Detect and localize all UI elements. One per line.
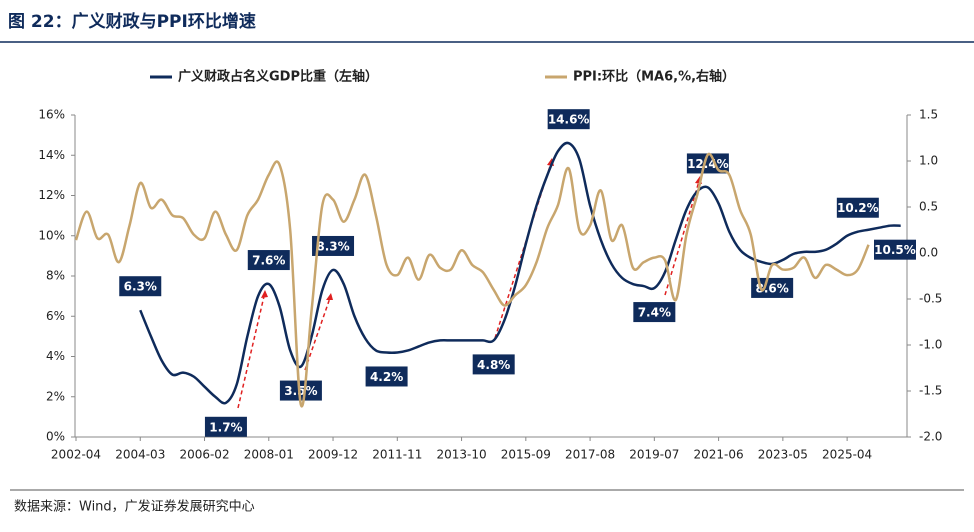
value-label-box [365,366,408,387]
y2-tick-label: 0.5 [919,200,938,214]
y2-tick-label: -0.5 [919,292,942,306]
x-tick-label: 2004-03 [115,448,165,462]
value-label-text: 12.4% [687,157,729,171]
value-label-text: 8.6% [756,281,789,295]
y-tick-label: 8% [46,269,65,283]
x-tick-label: 2009-12 [308,448,358,462]
y-tick-label: 6% [46,309,65,323]
value-label-text: 10.5% [874,243,916,257]
value-label: 14.6% [547,109,590,130]
value-label-text: 10.2% [837,201,879,215]
value-label-text: 3.5% [284,384,317,398]
value-label: 10.2% [836,197,879,218]
x-tick-label: 2015-09 [501,448,551,462]
x-tick-label: 2025-04 [822,448,872,462]
value-label: 1.7% [204,416,247,437]
y-tick-label: 12% [38,188,65,202]
x-tick-label: 2019-07 [629,448,679,462]
y-tick-label: 0% [46,430,65,444]
value-label-box [247,250,290,271]
value-label-box [312,235,355,256]
series-line [139,141,901,405]
value-label-box [547,109,590,130]
value-label-box [751,277,794,298]
value-label-box [472,354,515,375]
x-tick-label: 2008-01 [244,448,294,462]
y2-tick-label: 0.0 [919,246,938,260]
x-tick-label: 2021-06 [694,448,744,462]
x-tick-label: 2011-11 [372,448,422,462]
value-label-text: 7.4% [638,306,671,320]
x-tick-label: 2023-05 [758,448,808,462]
x-tick-label: 2017-08 [565,448,615,462]
value-label: 7.6% [247,250,290,271]
y2-tick-label: -1.5 [919,384,942,398]
source: 数据来源：Wind，广发证券发展研究中心 [14,499,255,515]
y-tick-label: 10% [38,228,65,242]
value-label-box [874,239,916,260]
value-label: 8.6% [751,277,794,298]
legend-label: PPI:环比（MA6,%,右轴） [573,69,735,85]
value-label-box [836,197,879,218]
value-label-text: 4.8% [477,358,510,372]
value-label: 10.5% [874,239,916,260]
y-tick-label: 2% [46,389,65,403]
value-label-box [279,380,322,401]
y-tick-label: 4% [46,349,65,363]
legend-label: 广义财政占名义GDP比重（左轴） [178,69,378,85]
value-label: 6.3% [119,276,162,297]
value-label-text: 4.2% [370,370,403,384]
y2-tick-label: -1.0 [919,338,942,352]
value-label-text: 7.6% [252,254,285,268]
value-label: 8.3% [312,235,355,256]
value-label-box [119,276,162,297]
y-tick-label: 16% [38,108,65,122]
y2-tick-label: -2.0 [919,430,942,444]
value-label-text: 14.6% [548,113,590,127]
y-tick-label: 14% [38,148,65,162]
value-label-text: 1.7% [209,420,242,434]
value-label-text: 8.3% [316,239,349,253]
value-label: 7.4% [633,302,676,323]
y2-tick-label: 1.0 [919,154,938,168]
value-label: 4.2% [365,366,408,387]
y2-tick-label: 1.5 [919,108,938,122]
value-label: 3.5% [279,380,322,401]
series-line [74,152,870,408]
x-tick-label: 2002-04 [51,448,101,462]
x-tick-label: 2013-10 [436,448,486,462]
x-tick-label: 2006-02 [179,448,229,462]
chart-title: 图 22：广义财政与PPI环比增速 [8,11,256,32]
value-label-box [204,416,247,437]
value-label: 4.8% [472,354,515,375]
value-label-text: 6.3% [124,280,157,294]
value-label-box [633,302,676,323]
